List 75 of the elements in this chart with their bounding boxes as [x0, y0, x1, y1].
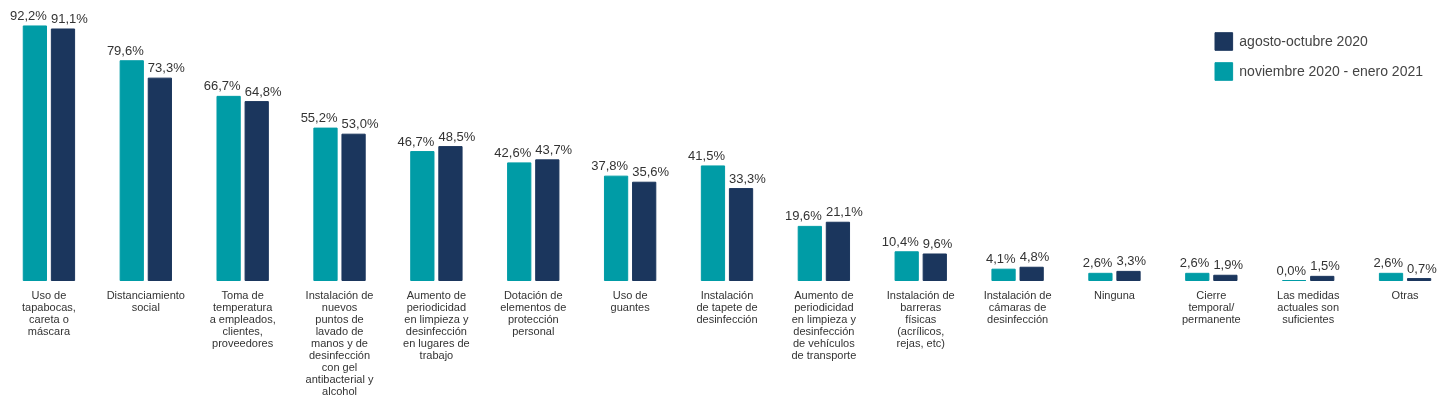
data-label: 55,2% [300, 110, 338, 126]
data-label: 19,6% [784, 208, 823, 224]
bar [507, 162, 532, 281]
bar [22, 25, 48, 281]
data-label: 9,6% [922, 236, 953, 251]
x-tick-label: Ninguna [1093, 288, 1136, 301]
data-label: 48,5% [438, 128, 476, 144]
bar [603, 175, 629, 281]
data-label: 37,8% [591, 158, 629, 174]
x-tick-label: Uso de tapabocas, careta o máscara [22, 288, 76, 337]
category-label: Instalación de nuevos puntos de lavado de manos y de desinfección con gel antibacterial y alcohol [305, 288, 374, 397]
x-tick-label: Las medidas actuales son suficientes [1277, 288, 1340, 325]
data-label: 43,7% [535, 141, 573, 157]
data-label: 53,0% [341, 116, 379, 132]
x-tick-label: Cierre temporal/ permanente [1181, 288, 1241, 325]
data-label: 2,6% [1082, 255, 1113, 271]
bar [1116, 270, 1141, 281]
legend-label: agosto-octubre 2020 [1239, 33, 1368, 49]
bar [1378, 272, 1404, 281]
bar [410, 151, 435, 281]
bar [1185, 272, 1210, 281]
bar [50, 28, 76, 281]
x-tick-label: Uso de guantes [610, 288, 651, 313]
bar [147, 77, 172, 281]
data-label: 91,1% [50, 10, 89, 26]
data-label: 2,6% [1373, 255, 1404, 271]
x-tick-label: Instalación de cámaras de desinfección [983, 288, 1052, 325]
x-tick-label: Toma de temperatura a empleados, clientes, proveedores [209, 288, 276, 349]
legend-label: noviembre 2020 - enero 2021 [1239, 63, 1423, 79]
data-label: 33,3% [729, 170, 767, 186]
bar [341, 133, 366, 281]
data-label: 10,4% [881, 233, 920, 249]
data-label: 0,7% [1407, 260, 1438, 276]
data-label: 4,8% [1019, 249, 1050, 265]
data-label: 42,6% [494, 144, 532, 160]
data-label: 2,6% [1179, 255, 1210, 271]
data-label: 79,6% [106, 42, 145, 58]
bar [825, 221, 851, 281]
x-tick-label: Distanciamiento social [106, 288, 185, 313]
data-label: 1,9% [1213, 257, 1244, 273]
data-label: 73,3% [147, 60, 186, 76]
bar [438, 146, 463, 281]
data-label: 0,0% [1276, 262, 1307, 278]
data-label: 41,5% [688, 147, 726, 163]
bar [244, 101, 269, 281]
x-tick-label: Otras [1391, 288, 1420, 301]
data-label: 35,6% [632, 164, 670, 180]
x-tick-label: Aumento de periodicidad en limpieza y desinfección de vehículos de transporte [791, 288, 857, 361]
bar [313, 127, 338, 281]
x-tick-label: Dotación de elementos de protección personal [500, 288, 567, 337]
bar [797, 225, 822, 281]
data-label: 66,7% [203, 78, 242, 94]
bar [922, 253, 947, 281]
bar [700, 165, 726, 281]
bar [1213, 274, 1238, 281]
bar [991, 268, 1016, 281]
bar [1088, 272, 1113, 281]
x-tick-label: Instalación de tapete de desinfección [696, 288, 758, 325]
bar [535, 159, 560, 281]
data-label: 46,7% [397, 133, 435, 149]
data-label: 21,1% [825, 204, 864, 220]
bar [1019, 266, 1044, 281]
x-tick-label: Instalación de barreras físicas (acrílicos, rejas, etc) [886, 288, 955, 349]
bar [728, 188, 754, 281]
bar [632, 181, 657, 281]
x-tick-label: Aumento de periodicidad en limpieza y desinfección en lugares de trabajo [403, 288, 470, 361]
data-label: 4,1% [985, 251, 1016, 267]
bar [119, 60, 144, 281]
bar [894, 251, 919, 281]
data-label: 1,5% [1310, 258, 1341, 274]
data-label: 64,8% [244, 83, 283, 99]
bar [216, 95, 241, 281]
data-label: 92,2% [10, 7, 48, 23]
bar [1310, 275, 1335, 281]
data-label: 3,3% [1116, 253, 1147, 269]
